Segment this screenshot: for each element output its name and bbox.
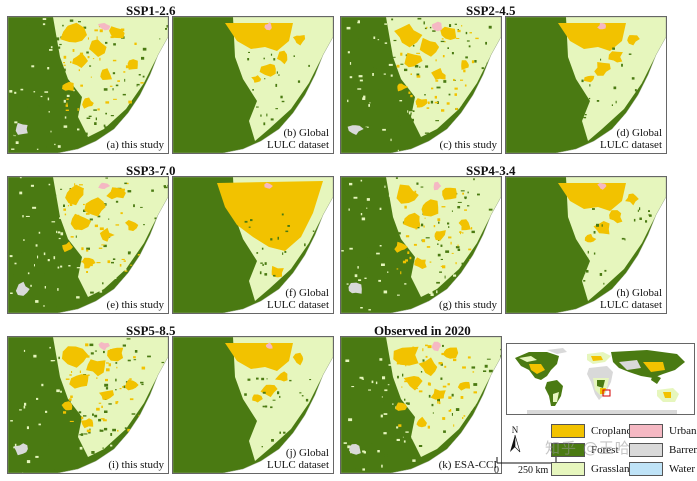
world-map — [507, 344, 694, 414]
panel-label-k: (k) ESA-CCI — [438, 459, 497, 471]
map-panel-e: (e) this study — [7, 176, 169, 314]
world-inset-map — [506, 343, 695, 415]
map-g — [341, 177, 501, 313]
map-d — [506, 17, 666, 153]
title-observed: Observed in 2020 — [374, 323, 471, 338]
title-ssp585: SSP5-8.5 — [126, 323, 176, 338]
svg-text:N: N — [512, 425, 519, 435]
legend-swatch-grassland — [551, 462, 585, 476]
map-panel-a: (a) this study — [7, 16, 169, 154]
map-h — [506, 177, 666, 313]
north-arrow-icon: N — [510, 425, 521, 453]
map-e — [8, 177, 168, 313]
legend-swatch-water — [629, 462, 663, 476]
map-j — [173, 337, 333, 473]
map-panel-c: (c) this study — [340, 16, 502, 154]
legend-water: Water — [629, 461, 695, 477]
legend-urban: Urban — [629, 423, 697, 439]
scale-distance: 250 km — [518, 465, 549, 476]
panel-label-c: (c) this study — [439, 139, 497, 151]
panel-label-e: (e) this study — [106, 299, 164, 311]
panel-label-i: (i) this study — [108, 459, 164, 471]
map-i — [8, 337, 168, 473]
scale-zero: 0 — [494, 465, 499, 476]
map-panel-j: (j) Global LULC dataset — [172, 336, 334, 474]
legend-grassland: Grassland — [551, 461, 635, 477]
title-ssp126: SSP1-2.6 — [126, 3, 176, 18]
panel-label-f: (f) Global LULC dataset — [266, 287, 329, 311]
study-region-marker — [602, 389, 611, 397]
map-panel-i: (i) this study — [7, 336, 169, 474]
panel-label-j: (j) Global LULC dataset — [266, 447, 329, 471]
scale-bar: 0 250 km — [492, 456, 557, 478]
map-k — [341, 337, 501, 473]
map-f — [173, 177, 333, 313]
title-ssp245: SSP2-4.5 — [466, 3, 516, 18]
legend: Cropland Urban Forest Barren Grassland W… — [551, 423, 697, 479]
panel-label-b: (b) Global LULC dataset — [266, 127, 329, 151]
panel-label-g: (g) this study — [438, 299, 497, 311]
map-c — [341, 17, 501, 153]
title-ssp370: SSP3-7.0 — [126, 163, 176, 178]
map-panel-k: (k) ESA-CCI — [340, 336, 502, 474]
title-ssp434: SSP4-3.4 — [466, 163, 516, 178]
legend-barren: Barren — [629, 442, 697, 458]
panel-label-a: (a) this study — [106, 139, 164, 151]
map-panel-f: (f) Global LULC dataset — [172, 176, 334, 314]
map-a — [8, 17, 168, 153]
map-panel-d: (d) Global LULC dataset — [505, 16, 667, 154]
legend-swatch-urban — [629, 424, 663, 438]
map-panel-b: (b) Global LULC dataset — [172, 16, 334, 154]
panel-label-d: (d) Global LULC dataset — [599, 127, 662, 151]
map-panel-h: (h) Global LULC dataset — [505, 176, 667, 314]
map-b — [173, 17, 333, 153]
legend-swatch-cropland — [551, 424, 585, 438]
legend-forest: Forest — [551, 442, 619, 458]
legend-swatch-barren — [629, 443, 663, 457]
legend-swatch-forest — [551, 443, 585, 457]
panel-label-h: (h) Global LULC dataset — [599, 287, 662, 311]
map-panel-g: (g) this study — [340, 176, 502, 314]
legend-cropland: Cropland — [551, 423, 632, 439]
